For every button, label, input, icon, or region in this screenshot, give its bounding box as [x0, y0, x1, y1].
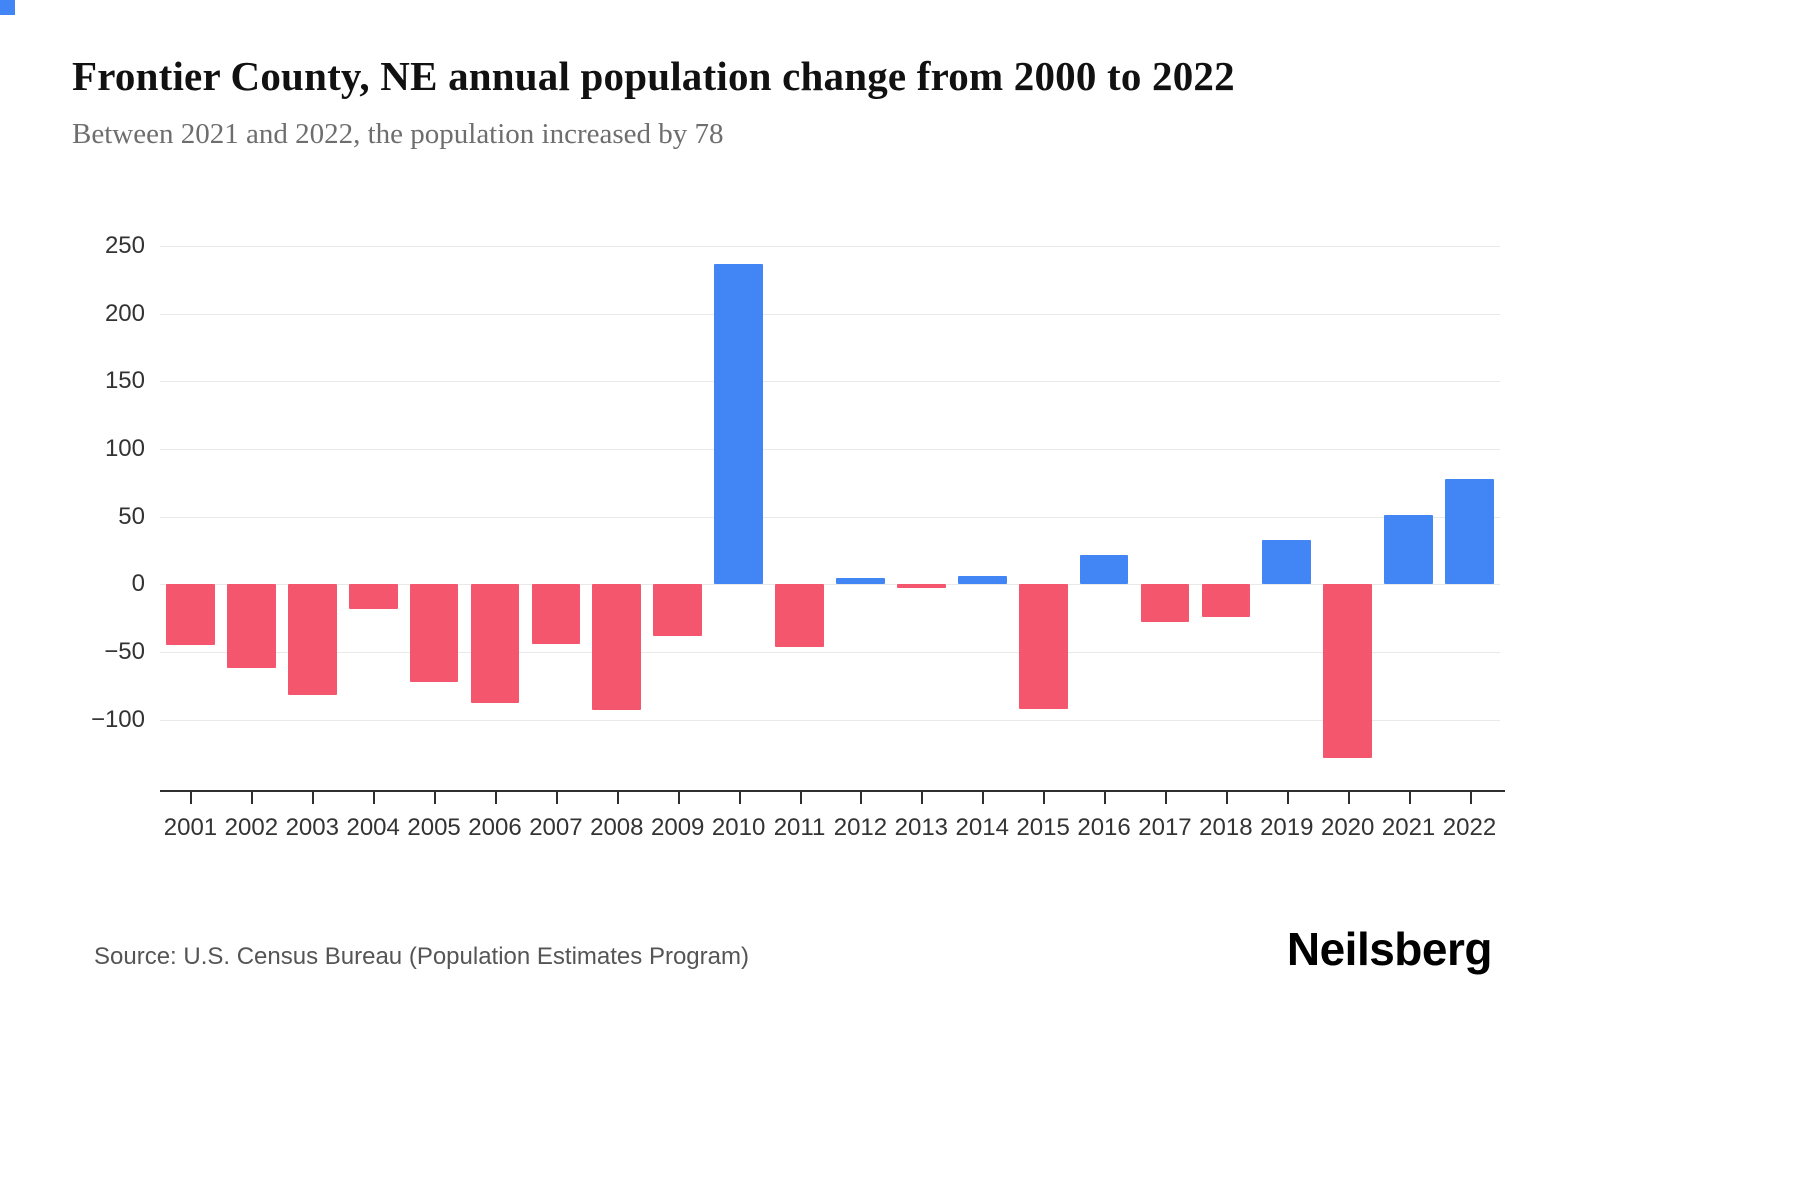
x-tickmark	[1408, 792, 1411, 804]
x-axis-label: 2004	[346, 814, 400, 841]
x-tickmark	[1347, 792, 1350, 804]
bar-2014[interactable]	[957, 576, 1007, 585]
corner-accent	[0, 0, 15, 15]
bar-2020[interactable]	[1323, 584, 1373, 758]
gridline	[160, 381, 1500, 383]
brand-logo: Neilsberg	[1286, 923, 1493, 975]
x-tickmark	[982, 792, 985, 804]
bar-2021[interactable]	[1384, 515, 1433, 585]
x-tickmark	[860, 792, 863, 804]
x-tickmark	[1225, 792, 1228, 804]
plot-area	[160, 230, 1500, 790]
x-axis-label: 2008	[590, 814, 644, 841]
x-axis-label: 2010	[711, 814, 766, 841]
bar-2017[interactable]	[1140, 584, 1190, 623]
bar-2018[interactable]	[1201, 584, 1251, 617]
x-tickmark	[1104, 792, 1107, 804]
x-axis-label: 2014	[955, 814, 1009, 841]
page-subtitle: Between 2021 and 2022, the population in…	[72, 118, 724, 150]
source-note: Source: U.S. Census Bureau (Population E…	[94, 943, 749, 970]
x-axis-label: 2020	[1320, 814, 1375, 841]
x-axis-label: 2013	[894, 814, 949, 841]
x-axis-label: 2001	[163, 814, 218, 841]
bar-2007[interactable]	[531, 584, 581, 644]
x-tickmark	[555, 792, 558, 804]
bar-2010[interactable]	[714, 263, 763, 585]
x-tickmark	[799, 792, 802, 804]
bar-2001[interactable]	[166, 584, 215, 646]
y-axis-label: 50	[118, 502, 145, 530]
gridline	[160, 584, 1500, 586]
gridline	[160, 313, 1500, 315]
y-axis-label: −100	[90, 705, 145, 733]
bar-chart: 2001 2002 2003 2004 2005 2006 2007 2008 2009 2010…	[0, 230, 1800, 870]
x-axis-line	[160, 790, 1505, 792]
x-axis-label: 2022	[1442, 814, 1497, 841]
bar-2016[interactable]	[1079, 554, 1129, 585]
x-axis-label: 2018	[1199, 814, 1253, 841]
x-axis-label: 2003	[285, 814, 339, 841]
bar-2003[interactable]	[287, 584, 337, 696]
x-axis-label: 2021	[1381, 814, 1436, 841]
y-axis-label: 100	[104, 435, 145, 463]
bar-2006[interactable]	[470, 584, 520, 704]
y-axis-label: 200	[104, 299, 145, 327]
x-axis-labels: 2001 2002 2003 2004 2005 2006 2007 2008 2009 2010…	[160, 814, 1500, 842]
x-axis-label: 2011	[773, 814, 826, 841]
bar-2011[interactable]	[775, 584, 824, 647]
bar-2019[interactable]	[1262, 539, 1312, 585]
gridline	[160, 449, 1500, 451]
x-tickmark	[738, 792, 741, 804]
x-tickmark	[495, 792, 497, 804]
bar-2004[interactable]	[348, 584, 398, 609]
x-tickmark	[1165, 792, 1167, 804]
x-tickmark	[1469, 792, 1472, 804]
bar-2012[interactable]	[836, 577, 885, 585]
bar-2002[interactable]	[227, 584, 276, 669]
x-axis-label: 2009	[651, 814, 705, 841]
bar-2005[interactable]	[409, 584, 459, 682]
x-axis-label: 2017	[1138, 814, 1192, 841]
bar-2008[interactable]	[592, 584, 642, 711]
x-tickmark	[434, 792, 437, 804]
x-tickmark	[1286, 792, 1289, 804]
gridline	[160, 719, 1500, 721]
bar-2022[interactable]	[1445, 478, 1494, 585]
bar-2015[interactable]	[1018, 584, 1068, 709]
page-title: Frontier County, NE annual population ch…	[72, 53, 1235, 99]
gridline	[160, 516, 1500, 518]
gridline	[160, 246, 1500, 248]
x-axis-label: 2012	[833, 814, 888, 841]
bar-2013[interactable]	[897, 584, 946, 589]
bar-2009[interactable]	[653, 584, 703, 636]
x-axis-label: 2015	[1016, 814, 1070, 841]
x-axis-label: 2016	[1077, 814, 1131, 841]
x-axis-label: 2006	[468, 814, 522, 841]
x-axis-label: 2002	[224, 814, 279, 841]
gridline	[160, 652, 1500, 654]
y-axis-label: 250	[104, 232, 145, 260]
x-tickmark	[921, 792, 924, 804]
x-tickmark	[190, 792, 193, 804]
y-axis-label: −50	[104, 638, 145, 666]
x-axis-label: 2019	[1260, 814, 1314, 841]
x-tickmark	[373, 792, 376, 804]
y-axis-label: 0	[131, 570, 145, 598]
x-tickmark	[677, 792, 680, 804]
y-axis-label: 150	[104, 367, 145, 395]
x-tickmark	[616, 792, 619, 804]
x-axis-label: 2007	[529, 814, 583, 841]
x-tickmark	[312, 792, 315, 804]
x-axis-label: 2005	[407, 814, 461, 841]
x-tickmark	[251, 792, 254, 804]
x-tickmark	[1043, 792, 1046, 804]
